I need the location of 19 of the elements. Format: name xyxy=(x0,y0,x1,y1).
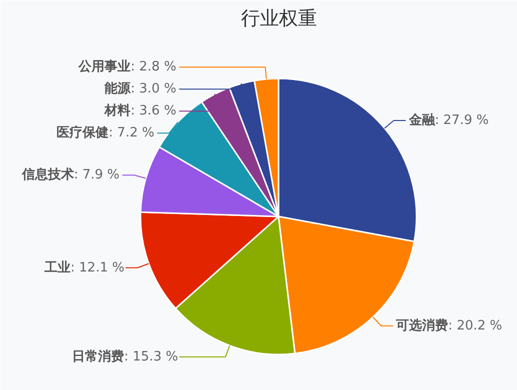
data-label: : 12.1 % xyxy=(70,260,124,276)
slice-label: 信息技术 xyxy=(20,166,74,183)
data-label: : 7.2 % xyxy=(108,126,154,141)
slice-label: 材料 xyxy=(104,104,131,119)
chart-title: 行业权重 xyxy=(241,8,317,30)
slice-label: 金融 xyxy=(408,113,436,128)
slice-label: 工业 xyxy=(44,260,71,276)
data-label: : 3.6 % xyxy=(130,104,176,119)
slice-label: 公用事业 xyxy=(78,60,131,75)
slice-label: 能源 xyxy=(104,80,132,97)
data-label: : 15.3 % xyxy=(124,349,178,364)
slice-label: 日常消费 xyxy=(72,349,124,364)
slice-label: 可选消费 xyxy=(395,318,448,334)
data-label: : 3.0 % xyxy=(130,82,176,97)
data-label: : 20.2 % xyxy=(448,318,502,334)
data-label: : 27.9 % xyxy=(434,113,489,128)
data-label: : 7.9 % xyxy=(74,168,120,183)
slice-label: 医疗保健 xyxy=(56,124,109,141)
data-label: : 2.8 % xyxy=(130,60,176,75)
